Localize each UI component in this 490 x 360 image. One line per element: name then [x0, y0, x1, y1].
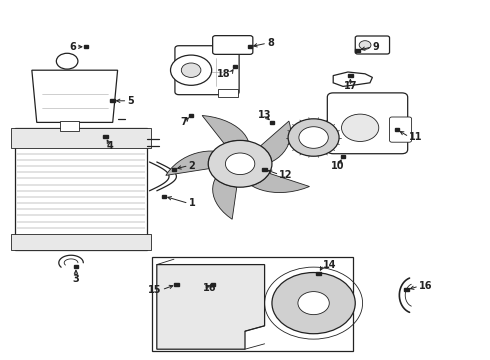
Bar: [60, 121, 79, 131]
Text: 8: 8: [267, 38, 274, 48]
Bar: [15, 128, 147, 250]
Circle shape: [56, 53, 78, 69]
Bar: [74, 265, 78, 268]
Circle shape: [272, 273, 355, 334]
Circle shape: [171, 55, 212, 85]
Bar: [111, 99, 115, 102]
FancyBboxPatch shape: [213, 36, 253, 54]
Bar: [218, 89, 238, 97]
Text: 11: 11: [409, 132, 423, 142]
Bar: [172, 167, 176, 171]
Bar: [189, 113, 193, 117]
Bar: [248, 45, 252, 48]
Bar: [395, 128, 399, 131]
Text: 3: 3: [73, 274, 79, 284]
Bar: [270, 121, 274, 124]
Text: 18: 18: [217, 69, 230, 79]
FancyBboxPatch shape: [327, 93, 408, 154]
Bar: [348, 74, 353, 77]
Bar: [211, 283, 216, 286]
Text: 2: 2: [189, 161, 196, 171]
Polygon shape: [32, 70, 118, 122]
Bar: [263, 167, 267, 171]
Text: 4: 4: [107, 141, 114, 151]
Bar: [405, 288, 409, 292]
Bar: [152, 257, 353, 351]
FancyBboxPatch shape: [175, 46, 239, 95]
Bar: [11, 128, 151, 148]
Text: 17: 17: [343, 81, 357, 91]
FancyBboxPatch shape: [355, 36, 390, 54]
Polygon shape: [166, 151, 213, 175]
Circle shape: [298, 292, 329, 315]
Bar: [103, 135, 108, 138]
Text: 12: 12: [279, 170, 293, 180]
Text: 16: 16: [203, 283, 217, 293]
Text: 1: 1: [189, 198, 196, 208]
Text: 6: 6: [69, 42, 76, 52]
Bar: [83, 45, 88, 48]
Text: 5: 5: [127, 96, 134, 106]
Bar: [341, 155, 345, 158]
Polygon shape: [261, 121, 291, 162]
Polygon shape: [213, 179, 237, 219]
Bar: [11, 234, 151, 250]
Polygon shape: [333, 72, 372, 86]
Circle shape: [208, 140, 272, 187]
Circle shape: [342, 114, 379, 141]
Bar: [162, 194, 166, 198]
Text: 14: 14: [323, 260, 337, 270]
Bar: [233, 65, 237, 68]
Text: 10: 10: [331, 161, 345, 171]
Circle shape: [181, 63, 201, 77]
Polygon shape: [157, 265, 265, 349]
FancyBboxPatch shape: [390, 117, 412, 142]
Bar: [317, 272, 321, 275]
Text: 13: 13: [258, 110, 271, 120]
Polygon shape: [251, 173, 310, 193]
Bar: [174, 283, 178, 286]
Circle shape: [288, 119, 339, 156]
Circle shape: [299, 127, 328, 148]
Circle shape: [359, 41, 371, 49]
Bar: [356, 49, 360, 52]
Text: 15: 15: [148, 285, 162, 295]
Text: 7: 7: [180, 117, 187, 127]
Circle shape: [225, 153, 255, 175]
Text: 9: 9: [372, 42, 379, 52]
Text: 16: 16: [419, 281, 433, 291]
Polygon shape: [202, 116, 248, 144]
